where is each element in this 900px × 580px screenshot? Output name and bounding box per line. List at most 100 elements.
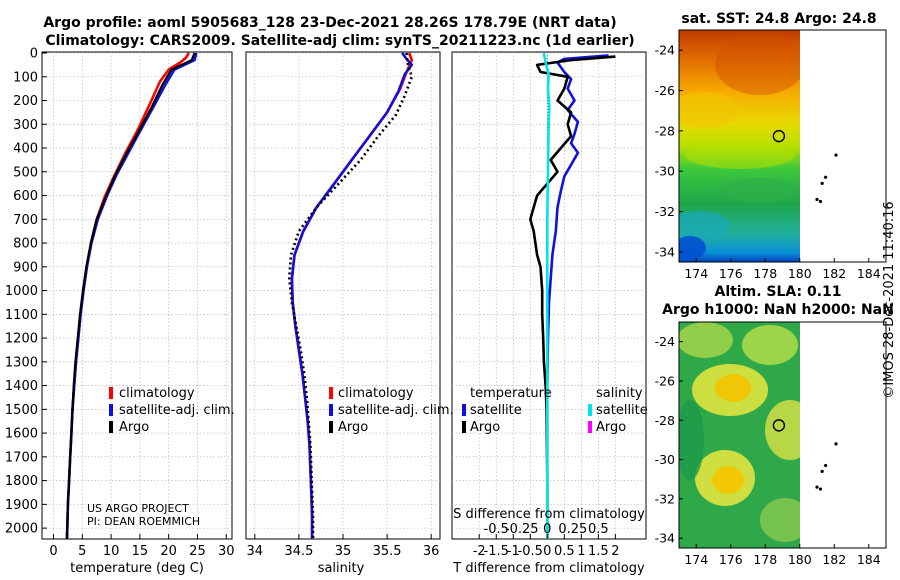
difference-legend-salinity: salinity satellite Argo bbox=[588, 386, 648, 435]
x-tick-label: 2 bbox=[611, 544, 619, 559]
map-x-tick-label: 176 bbox=[719, 552, 743, 567]
island-dot bbox=[824, 175, 828, 179]
difference-grid bbox=[452, 52, 646, 539]
series-argo bbox=[66, 52, 196, 539]
sst-map-title: sat. SST: 24.8 Argo: 24.8 bbox=[681, 11, 876, 27]
t-difference-axis-label: T difference from climatology bbox=[452, 561, 645, 576]
legend-label-argo: Argo bbox=[338, 420, 368, 435]
legend-title-salinity: salinity bbox=[596, 386, 643, 401]
x-tick-label: 0.5 bbox=[554, 544, 575, 559]
x-tick-label: 35.5 bbox=[373, 544, 402, 559]
y-tick-label: 1300 bbox=[5, 355, 38, 370]
legend-label-climatology: climatology bbox=[119, 386, 195, 401]
temperature-axis-ticks: 0 5 10 15 20 25 30 bbox=[49, 534, 235, 559]
legend-label-argo: Argo bbox=[119, 420, 149, 435]
figure-title-line1: Argo profile: aoml 5905683_128 23-Dec-20… bbox=[43, 15, 616, 31]
y-tick-label: 0 bbox=[30, 47, 38, 62]
x-tick-label: 30 bbox=[218, 544, 235, 559]
sst-patch bbox=[715, 35, 800, 95]
y-tick-label: 100 bbox=[13, 70, 38, 85]
temperature-axis-label: temperature (deg C) bbox=[70, 561, 204, 576]
series-satellite-adj-clim- bbox=[290, 52, 414, 539]
island-dot bbox=[815, 485, 819, 489]
sst-patch bbox=[685, 141, 795, 169]
y-tick-label: 400 bbox=[13, 142, 38, 157]
y-tick-label: 1200 bbox=[5, 332, 38, 347]
map-x-tick-label: 180 bbox=[788, 266, 812, 281]
map-y-tick-label: -26 bbox=[655, 83, 675, 98]
s-difference-axis-label: S difference from climatology bbox=[453, 507, 645, 522]
sla-map-marks bbox=[772, 419, 838, 491]
sst-map-marks bbox=[772, 129, 838, 204]
copyright-stamp: ©IMOS 28-Dec-2021 11:40:16 bbox=[882, 201, 897, 398]
y-tick-label: 1900 bbox=[5, 498, 38, 513]
legend-swatch-argo bbox=[329, 421, 333, 433]
x-tick-label: 1 bbox=[577, 544, 585, 559]
legend-label-climatology: climatology bbox=[338, 386, 414, 401]
legend-swatch-climatology bbox=[109, 387, 113, 399]
depth-axis-ticks: 0 100 200 300 400 500 600 700 800 900 1000 1100 1200… bbox=[5, 47, 47, 537]
x-tick-label: -1 bbox=[507, 544, 520, 559]
x-tick-label: 1.5 bbox=[588, 544, 609, 559]
map-y-tick-label: -34 bbox=[655, 531, 675, 546]
y-tick-label: 700 bbox=[13, 213, 38, 228]
argo-position-marker bbox=[772, 129, 786, 143]
x-tick-label: -2 bbox=[473, 544, 486, 559]
difference-legend-temperature: temperature satellite Argo bbox=[462, 386, 552, 435]
x-tick-label: 10 bbox=[103, 544, 120, 559]
sla-field bbox=[679, 322, 800, 548]
s-diff-tick-label: -0.25 bbox=[505, 522, 539, 537]
x-tick-label: 15 bbox=[132, 544, 149, 559]
sla-patch bbox=[712, 466, 744, 494]
sla-patch bbox=[679, 322, 733, 358]
sst-field bbox=[679, 30, 800, 262]
map-x-tick-label: 174 bbox=[684, 552, 708, 567]
difference-panel: -2-1.5-1-0.5 0 0.5 1 1.5 2 -0.5-0.25 0 0.25 0.5 … bbox=[451, 51, 648, 576]
x-tick-label: 5 bbox=[78, 544, 86, 559]
salinity-grid bbox=[246, 52, 440, 539]
temperature-panel: 0100200300400500600700800900100011001200… bbox=[5, 47, 235, 577]
difference-series bbox=[529, 52, 616, 539]
credit-line2: PI: DEAN ROEMMICH bbox=[87, 515, 200, 528]
legend-swatch-s-argo bbox=[588, 421, 592, 433]
island-dot bbox=[820, 469, 824, 473]
salinity-legend: climatology satellite-adj. clim. Argo bbox=[329, 386, 454, 435]
x-tick-label: 34.5 bbox=[284, 544, 313, 559]
sla-patch bbox=[742, 325, 798, 365]
map-x-tick-label: 182 bbox=[822, 552, 846, 567]
x-tick-label: 20 bbox=[160, 544, 177, 559]
map-x-tick-label: 182 bbox=[822, 266, 846, 281]
island-dot bbox=[818, 199, 823, 204]
y-tick-label: 1100 bbox=[5, 308, 38, 323]
sla-patch bbox=[760, 498, 800, 542]
sst-patch bbox=[720, 178, 800, 202]
legend-label-satellite: satellite-adj. clim. bbox=[338, 403, 454, 418]
temperature-series bbox=[65, 52, 198, 539]
map-y-tick-label: -32 bbox=[655, 491, 675, 506]
legend-swatch-satellite bbox=[329, 404, 333, 416]
salinity-panel: 34 34.5 35 35.5 36 salinity climatology sate… bbox=[245, 51, 454, 576]
map-x-tick-label: 178 bbox=[753, 266, 777, 281]
sla-map-ticks: 174 176 178 180 182 184 -24 -26 -28 -30 -32 -34 bbox=[655, 334, 881, 567]
legend-label-t-argo: Argo bbox=[470, 420, 500, 435]
x-tick-label: 34 bbox=[247, 544, 264, 559]
map-y-tick-label: -34 bbox=[655, 244, 675, 259]
sst-map-panel: sat. SST: 24.8 Argo: 24.8 174 176 178 180 18… bbox=[655, 11, 887, 281]
salinity-axis-ticks: 34 34.5 35 35.5 36 bbox=[247, 534, 439, 559]
y-tick-label: 1600 bbox=[5, 427, 38, 442]
sla-patch bbox=[679, 400, 704, 480]
x-tick-label: 25 bbox=[189, 544, 206, 559]
s-difference-axis-ticks: -0.5-0.25 0 0.25 0.5 bbox=[484, 522, 609, 537]
series-temperature-satellite bbox=[546, 54, 609, 539]
s-diff-tick-label: -0.5 bbox=[484, 522, 509, 537]
map-y-tick-label: -28 bbox=[655, 413, 675, 428]
island-dot bbox=[824, 463, 828, 468]
island-dot bbox=[818, 487, 823, 491]
legend-swatch-satellite bbox=[109, 404, 113, 416]
y-tick-label: 300 bbox=[13, 118, 38, 133]
legend-label-satellite: satellite-adj. clim. bbox=[119, 403, 235, 418]
y-tick-label: 1000 bbox=[5, 284, 38, 299]
sst-patch bbox=[679, 211, 730, 239]
legend-title-temperature: temperature bbox=[470, 386, 552, 401]
